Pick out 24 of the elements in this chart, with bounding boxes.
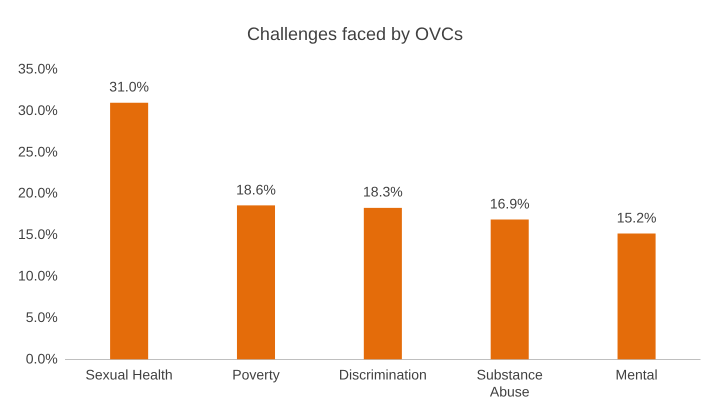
y-tick-label: 35.0% [18,60,58,76]
data-label: 16.9% [490,195,530,212]
y-tick-label: 30.0% [18,102,58,118]
bar [490,219,529,360]
data-label: 15.2% [616,209,656,226]
data-label: 18.3% [362,184,403,200]
y-tick-label: 20.0% [18,184,58,201]
bar [110,102,148,360]
y-tick-label: 25.0% [18,143,58,160]
x-tick-label: Discrimination [338,366,427,383]
data-label: 18.6% [236,181,276,198]
y-tick-label: 0.0% [26,350,58,366]
x-tick-label: Sexual Health [86,366,173,383]
x-tick-label: Poverty [232,366,280,383]
chart-title: Challenges faced by OVCs [246,24,464,44]
bar [618,234,656,360]
bar [364,208,402,360]
bar [236,205,276,360]
y-tick-label: 15.0% [18,226,58,242]
x-tick-label: Substance Abuse [476,366,543,400]
y-tick-label: 10.0% [18,267,58,284]
data-label: 31.0% [109,78,149,95]
x-tick-label: Mental [616,366,658,383]
y-tick-label: 5.0% [26,308,58,325]
